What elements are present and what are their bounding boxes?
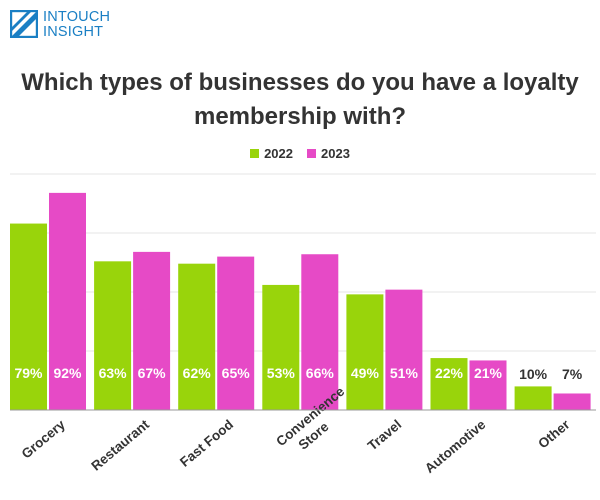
chart-title: Which types of businesses do you have a … <box>0 66 600 134</box>
legend-item-2022: 2022 <box>250 146 293 161</box>
bar-restaurant-2023 <box>133 251 171 410</box>
legend-swatch-2023 <box>307 148 316 158</box>
x-tick-label-travel: Travel <box>365 417 405 454</box>
bar-fast-food-2023 <box>217 256 255 410</box>
data-label-grocery-2023: 92% <box>53 365 82 381</box>
legend-label-2023: 2023 <box>321 145 350 161</box>
data-label-fast-food-2023: 65% <box>222 365 251 381</box>
chart-legend: 2022 2023 <box>0 144 600 162</box>
data-label-automotive-2022: 22% <box>435 365 464 381</box>
bar-other-2023 <box>553 393 591 410</box>
bar-grocery-2022 <box>10 223 47 410</box>
x-tick-label-other: Other <box>535 416 573 451</box>
brand-name-line2: INSIGHT <box>43 24 104 40</box>
data-label-restaurant-2022: 63% <box>99 365 128 381</box>
brand-logo: INTOUCH INSIGHT <box>10 10 130 44</box>
data-label-automotive-2023: 21% <box>474 365 503 381</box>
data-label-other-2022: 10% <box>519 366 548 382</box>
bar-restaurant-2022 <box>94 261 132 410</box>
bar-travel-2022 <box>346 294 384 410</box>
bar-convenience-store-2023 <box>301 254 339 410</box>
brand-name-line1: INTOUCH <box>43 9 111 25</box>
data-label-travel-2023: 51% <box>390 365 419 381</box>
x-tick-label-grocery: Grocery <box>19 416 69 461</box>
data-label-convenience-store-2022: 53% <box>267 365 296 381</box>
x-tick-label-automotive: Automotive <box>422 416 489 476</box>
x-tick-label-restaurant: Restaurant <box>88 416 152 473</box>
bar-convenience-store-2022 <box>262 284 300 410</box>
data-label-convenience-store-2023: 66% <box>306 365 335 381</box>
intouch-logo-icon <box>10 10 38 38</box>
bar-automotive-2022 <box>430 358 468 410</box>
legend-label-2022: 2022 <box>264 145 293 161</box>
chart-title-line1: Which types of businesses do you have a … <box>21 69 579 96</box>
data-label-fast-food-2022: 62% <box>183 365 212 381</box>
x-tick-label-fast-food: Fast Food <box>177 417 236 470</box>
data-label-restaurant-2023: 67% <box>138 365 167 381</box>
bar-travel-2023 <box>385 289 423 410</box>
chart-title-line2: membership with? <box>193 103 407 130</box>
brand-name: INTOUCH INSIGHT <box>43 10 110 40</box>
data-label-grocery-2022: 79% <box>14 365 43 381</box>
legend-item-2023: 2023 <box>307 146 350 161</box>
data-label-travel-2022: 49% <box>351 365 380 381</box>
data-label-other-2023: 7% <box>562 366 583 382</box>
bar-fast-food-2022 <box>178 263 216 410</box>
bar-grocery-2023 <box>49 192 86 410</box>
legend-swatch-2022 <box>250 148 260 158</box>
bar-automotive-2023 <box>469 360 507 410</box>
bar-other-2022 <box>514 386 552 410</box>
